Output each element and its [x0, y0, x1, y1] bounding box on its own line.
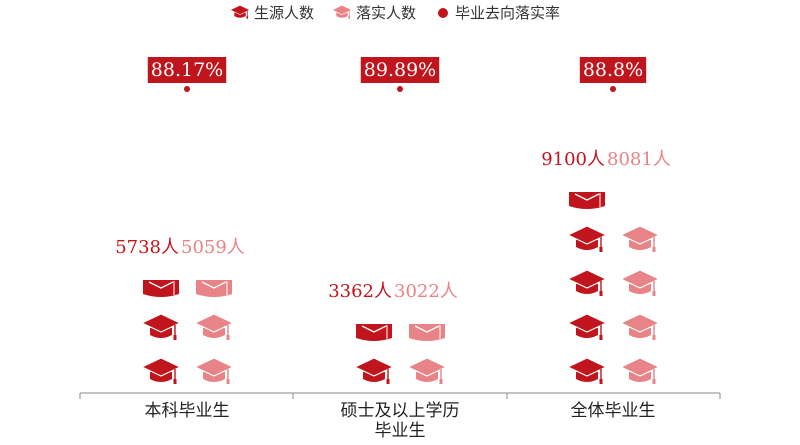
data-label-generated: 3362人: [328, 281, 392, 302]
graduation-cap-partial-icon: [569, 192, 605, 209]
data-label-generated: 5738人: [115, 237, 179, 258]
rate-dot: [610, 86, 616, 92]
dot-marker-icon: [438, 8, 448, 18]
x-axis-label: 本科毕业生: [145, 401, 230, 421]
data-label-generated: 9100人: [541, 149, 605, 170]
graduation-cap-icon: [567, 313, 607, 340]
legend: 生源人数 落实人数 毕业去向落实率: [229, 4, 560, 22]
graduation-cap-icon: [567, 357, 607, 384]
graduation-cap-partial-icon: [196, 280, 232, 297]
rate-label-background: [147, 57, 227, 83]
legend-item-generated[interactable]: 生源人数: [229, 4, 314, 22]
graduation-cap-icon: [229, 4, 251, 19]
graduation-cap-partial-icon: [143, 280, 179, 297]
rate-dot: [184, 86, 190, 92]
legend-item-rate[interactable]: 毕业去向落实率: [438, 4, 560, 22]
legend-label-generated: 生源人数: [254, 4, 314, 22]
graduation-cap-icon: [354, 357, 394, 384]
graduation-cap-icon: [407, 357, 447, 384]
legend-label-rate: 毕业去向落实率: [455, 4, 560, 22]
data-label-placed: 3022人: [394, 281, 458, 302]
plot-area: 5738人 5059人 88.17% 3362人 3022人 89.89% 9100人 808…: [115, 57, 671, 384]
rate-label: 88.17%: [151, 59, 223, 81]
graduation-cap-icon: [194, 313, 234, 340]
graduation-cap-icon: [229, 4, 251, 19]
icon-column-generated: [567, 192, 607, 384]
graduation-cap-icon: [567, 269, 607, 296]
icon-column-generated: [141, 280, 181, 384]
graduation-cap-icon: [620, 313, 660, 340]
graduation-cap-icon: [141, 357, 181, 384]
graduation-cap-icon: [194, 357, 234, 384]
rate-label-background: [360, 57, 440, 83]
icon-column-placed: [620, 225, 660, 384]
graduation-cap-icon: [567, 225, 607, 252]
x-axis-label: 毕业生: [375, 421, 426, 441]
rate-dot: [397, 86, 403, 92]
graduation-cap-icon: [331, 4, 353, 19]
x-axis-ticks: [79, 393, 721, 399]
rate-marker: 88.8%: [579, 57, 647, 92]
x-axis-label: 硕士及以上学历: [341, 401, 460, 421]
graduation-cap-icon: [331, 4, 353, 19]
graduation-cap-icon: [141, 313, 181, 340]
legend-label-placed: 落实人数: [356, 4, 416, 22]
rate-label-background: [579, 57, 647, 83]
data-label-placed: 5059人: [181, 237, 245, 258]
graduation-cap-partial-icon: [356, 324, 392, 341]
graduation-cap-icon: [620, 357, 660, 384]
x-axis-label: 全体毕业生: [571, 401, 656, 421]
rate-label: 88.8%: [583, 59, 643, 81]
rate-marker: 88.17%: [147, 57, 227, 92]
legend-item-placed[interactable]: 落实人数: [331, 4, 416, 22]
data-label-placed: 8081人: [607, 149, 671, 170]
icon-column-placed: [194, 280, 234, 384]
icon-column-generated: [354, 324, 394, 384]
rate-label: 89.89%: [364, 59, 436, 81]
graduation-cap-partial-icon: [409, 324, 445, 341]
icon-column-placed: [407, 324, 447, 384]
graduation-cap-icon: [620, 269, 660, 296]
graduation-cap-icon: [620, 225, 660, 252]
rate-marker: 89.89%: [360, 57, 440, 92]
